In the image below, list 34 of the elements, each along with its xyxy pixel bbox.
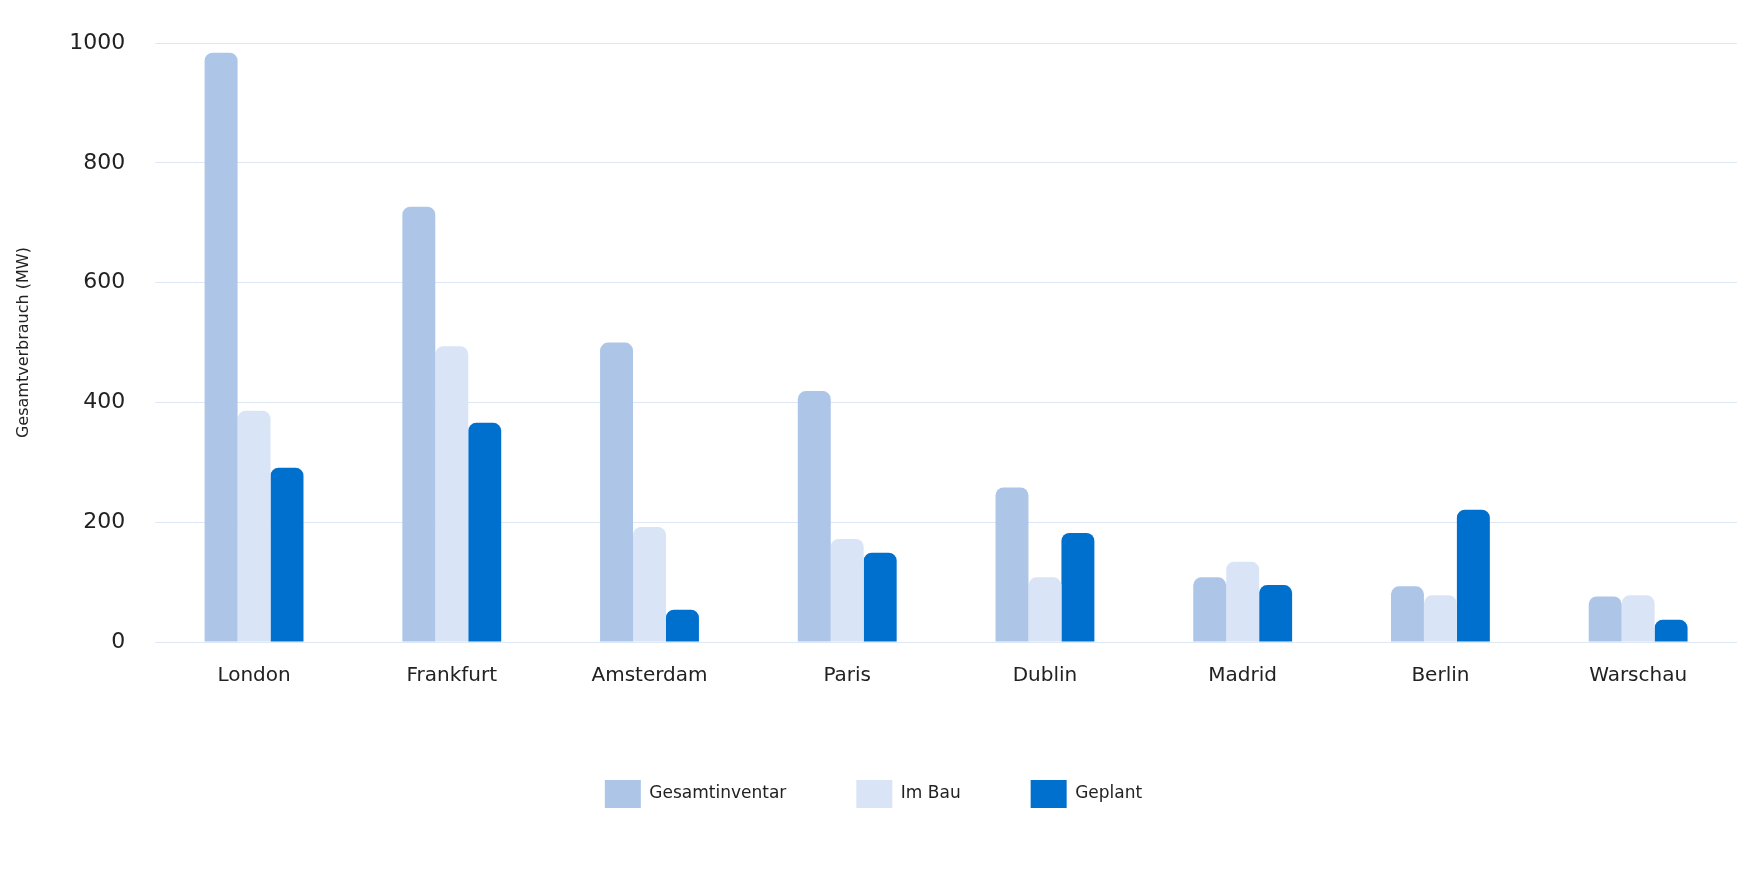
bar <box>863 552 897 642</box>
bar <box>995 487 1029 642</box>
bar <box>1390 586 1424 642</box>
bar <box>797 391 831 642</box>
bar <box>1456 509 1490 642</box>
bar <box>468 422 502 642</box>
bar <box>1061 533 1095 642</box>
y-tick-label: 0 <box>111 627 126 653</box>
y-axis-title: Gesamtverbrauch (MW) <box>12 247 32 439</box>
legend-label: Im Bau <box>900 782 961 803</box>
x-tick-label: Dublin <box>1012 662 1078 687</box>
bar <box>270 467 304 642</box>
x-tick-label: Berlin <box>1411 662 1470 687</box>
y-tick-label: 400 <box>83 388 126 414</box>
bar <box>204 52 238 642</box>
bar <box>402 206 436 642</box>
bar <box>600 342 634 642</box>
y-tick-label: 800 <box>83 148 126 174</box>
y-tick-label: 1000 <box>69 28 126 54</box>
x-tick-label: Amsterdam <box>591 662 708 687</box>
bar <box>1654 619 1688 642</box>
x-tick-label: Madrid <box>1208 662 1278 687</box>
y-tick-label: 200 <box>83 507 126 533</box>
bar <box>665 609 699 642</box>
bar <box>1193 577 1227 642</box>
x-tick-label: London <box>217 662 291 687</box>
legend-label: Geplant <box>1075 782 1143 803</box>
legend-label: Gesamtinventar <box>649 782 787 803</box>
bar <box>1259 585 1293 642</box>
x-tick-label: Paris <box>823 662 872 687</box>
x-tick-label: Warschau <box>1589 662 1688 687</box>
y-tick-label: 600 <box>83 268 126 294</box>
x-tick-label: Frankfurt <box>406 662 498 687</box>
bar <box>1588 596 1622 642</box>
